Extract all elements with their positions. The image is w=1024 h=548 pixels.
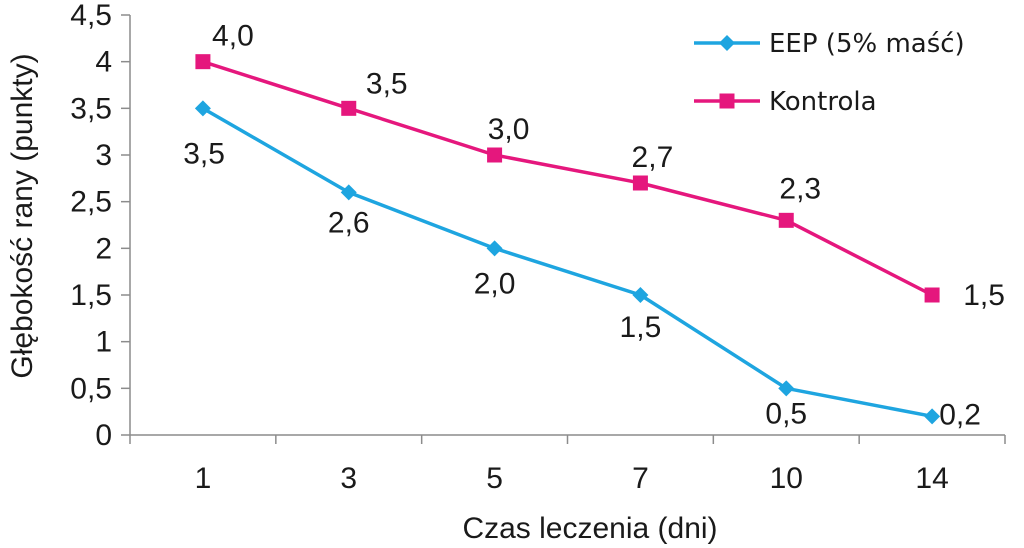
data-label: 3,5: [366, 67, 408, 100]
series-layer: [194, 54, 941, 425]
y-tick-label: 3: [95, 139, 112, 172]
data-point-square: [719, 93, 735, 109]
legend-label: Kontrola: [769, 87, 877, 117]
data-label: 1,5: [620, 311, 662, 344]
x-tick-label: 1: [195, 462, 212, 495]
y-tick-label: 0,5: [70, 372, 112, 405]
y-tick-label: 2,5: [70, 186, 112, 219]
y-tick-label: 4,5: [70, 0, 112, 32]
data-label: 0,5: [765, 397, 807, 430]
data-label: 2,3: [779, 172, 821, 205]
data-point-diamond: [340, 184, 357, 201]
data-label: 3,5: [183, 137, 225, 170]
x-tick-label: 3: [340, 462, 357, 495]
y-tick-label: 1,5: [70, 279, 112, 312]
data-label: 2,0: [474, 267, 516, 300]
x-tick-label: 10: [770, 462, 803, 495]
x-tick-label: 14: [915, 462, 948, 495]
y-axis-title: Głębokość rany (punkty): [6, 53, 39, 378]
data-labels: 3,5 2,6 2,0 1,5 0,5 0,2 4,0 3,5 3,0 2,7 2,3 1,5: [183, 20, 1005, 432]
series-line-eep: [202, 106, 933, 419]
data-point-square: [778, 212, 794, 228]
x-tick-label: 5: [486, 462, 503, 495]
data-point-diamond: [924, 408, 941, 425]
legend: EEP (5% maść) Kontrola: [694, 29, 965, 117]
data-point-square: [341, 100, 357, 116]
data-label: 1,5: [963, 279, 1005, 312]
y-tick-label: 1: [95, 326, 112, 359]
data-point-diamond: [632, 287, 649, 303]
data-point-diamond: [194, 100, 211, 117]
x-axis-title: Czas leczenia (dni): [462, 512, 717, 545]
data-label: 3,0: [488, 113, 530, 146]
data-point-diamond: [486, 240, 503, 257]
y-tick-label: 0: [95, 419, 112, 452]
data-label: 0,2: [939, 398, 981, 431]
data-label: 4,0: [212, 20, 254, 53]
data-point-square: [195, 54, 211, 70]
data-label: 2,6: [328, 206, 370, 239]
y-tick-label: 4: [95, 46, 112, 79]
data-point-square: [487, 147, 503, 163]
data-label: 2,7: [632, 141, 674, 174]
series-line-kontrola: [202, 59, 933, 297]
y-tick-label: 2: [95, 232, 112, 265]
data-point-square: [924, 287, 940, 303]
legend-label: EEP (5% maść): [769, 29, 965, 59]
data-point-diamond: [778, 380, 795, 397]
x-tick-label: 7: [632, 462, 649, 495]
y-tick-label: 3,5: [70, 92, 112, 125]
data-point-diamond: [719, 35, 735, 51]
data-point-square: [632, 175, 648, 191]
axes: 0 0,5 1 1,5 2 2,5 3 3,5 4 4,5 1 3 5 7 10 14: [70, 0, 1006, 495]
